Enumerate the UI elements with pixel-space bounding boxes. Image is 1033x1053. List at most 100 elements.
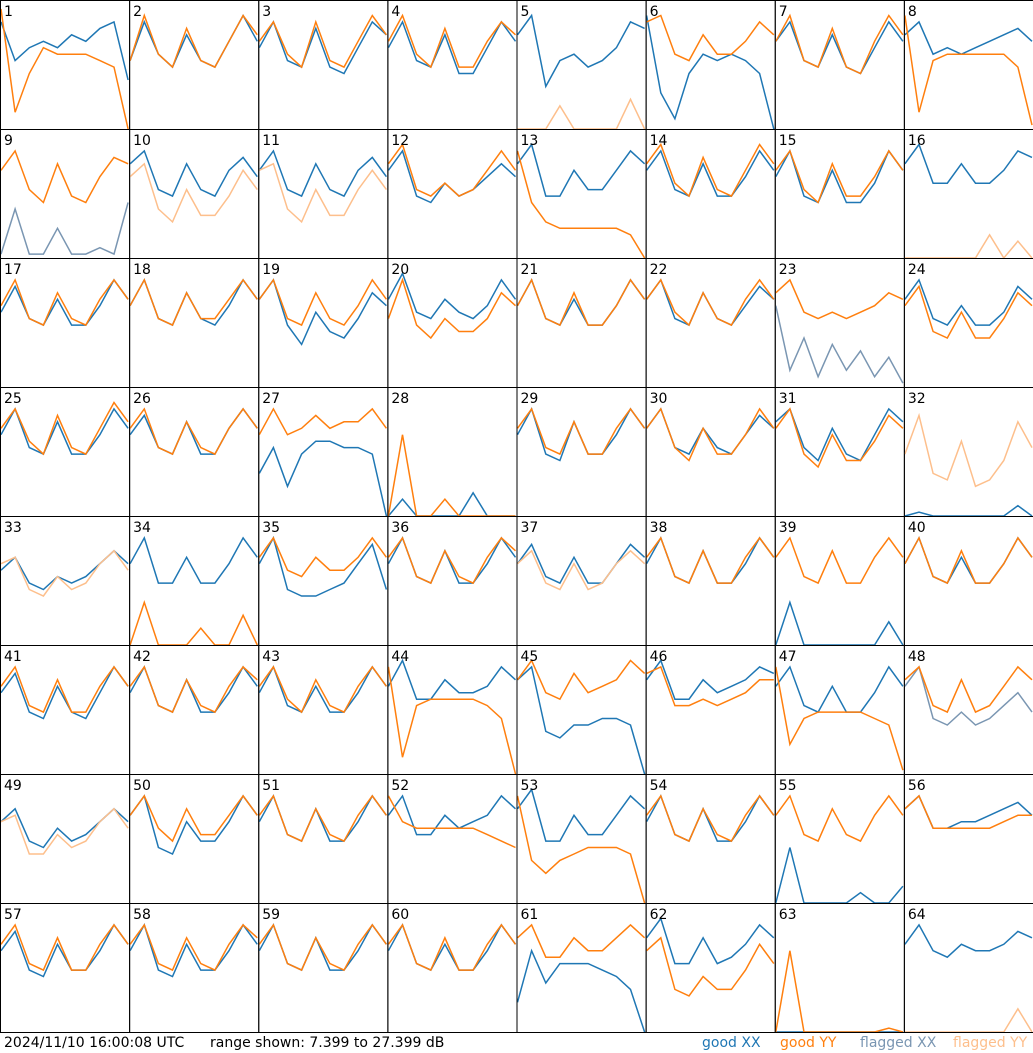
spectrum-yy [258, 162, 388, 224]
spectrum-xx [645, 15, 775, 130]
spectrum-xx [904, 923, 1033, 959]
spectrum-yy [775, 536, 904, 585]
spectrum-xx [645, 658, 775, 700]
panel-label: 28 [391, 391, 409, 407]
spectrum-yy [387, 795, 516, 849]
panel-label: 61 [521, 907, 539, 923]
panel-label: 9 [4, 133, 13, 149]
panel-label: 49 [4, 778, 22, 794]
spectrum-yy [129, 278, 258, 327]
panel-label: 3 [262, 4, 271, 20]
spectrum-xx [645, 149, 775, 198]
panel-label: 56 [908, 778, 926, 794]
spectrum-xx [516, 787, 646, 842]
spectrum-yy [775, 666, 904, 771]
panel-label: 31 [779, 391, 797, 407]
panel-label: 58 [133, 907, 151, 923]
spectrum-yy [258, 407, 388, 436]
spectrum-yy [516, 278, 646, 327]
spectrum-xx [516, 665, 646, 775]
panel-label: 45 [521, 649, 539, 665]
spectrum-xx [0, 202, 129, 256]
panel-label: 40 [908, 520, 926, 536]
spectrum-xx [387, 794, 517, 836]
spectrum-xx [129, 149, 258, 198]
panel-label: 33 [4, 520, 22, 536]
spectrum-yy [129, 162, 258, 224]
spectrum-xx [516, 542, 646, 585]
spectrum-yy [516, 407, 646, 456]
panel-label: 29 [521, 391, 539, 407]
spectrum-yy [258, 278, 388, 327]
panel-label: 36 [391, 520, 409, 536]
spectrum-xx [645, 916, 775, 965]
spectrum-yy [129, 923, 258, 972]
spectrum-yy [387, 536, 517, 585]
spectrum-xx [258, 278, 387, 346]
legend-label: flagged XX [860, 1035, 937, 1051]
legend-label: good YY [780, 1035, 837, 1051]
spectrum-yy [775, 149, 904, 204]
panel-label: 2 [133, 4, 142, 20]
spectrum-yy [904, 15, 1033, 126]
spectrum-xx [387, 658, 517, 700]
spectrum-yy [0, 923, 129, 972]
spectrum-yy [645, 794, 775, 843]
spectrum-yy [775, 13, 904, 75]
spectrum-xx [775, 665, 904, 714]
panel-label: 51 [262, 778, 280, 794]
panel-label: 7 [779, 4, 788, 20]
legend-label: flagged YY [953, 1035, 1028, 1051]
panel-label: 22 [650, 262, 668, 278]
spectrum-yy [387, 142, 517, 197]
spectrum-yy [775, 278, 904, 320]
panel-label: 41 [4, 649, 22, 665]
spectrum-xx [258, 149, 388, 198]
spectrum-yy [645, 142, 775, 198]
spectrum-yy [387, 13, 517, 69]
panel-label: 6 [650, 4, 659, 20]
panel-label: 10 [133, 133, 151, 149]
panel-label: 11 [262, 133, 280, 149]
spectrum-yy [258, 665, 388, 714]
panel-label: 8 [908, 4, 917, 20]
spectrum-xx [258, 440, 388, 517]
panel-label: 43 [262, 649, 280, 665]
panel-label: 48 [908, 649, 926, 665]
panel-label: 12 [391, 133, 409, 149]
spectrum-xx [775, 407, 904, 462]
panel-label: 25 [4, 391, 22, 407]
spectrum-yy [129, 665, 258, 714]
spectrum-xx [516, 948, 646, 1033]
panel-label: 19 [262, 262, 280, 278]
panel-label: 16 [908, 133, 926, 149]
panel-label: 63 [779, 907, 797, 923]
legend-label: good XX [702, 1035, 761, 1051]
panel-label: 27 [262, 391, 280, 407]
spectrum-xx [775, 148, 904, 204]
panel-label: 1 [4, 4, 13, 20]
spectrum-yy [646, 14, 775, 62]
spectrum-yy [258, 794, 388, 843]
spectrum-yy [904, 794, 1032, 829]
spectrum-yy [904, 284, 1033, 339]
panel-label: 34 [133, 520, 151, 536]
spectrum-yy [258, 14, 388, 69]
panel-label: 35 [262, 520, 280, 536]
panel-label: 18 [133, 262, 151, 278]
spectrum-xx [258, 665, 388, 714]
spectrum-xx [516, 142, 646, 197]
spectrum-yy [129, 794, 258, 843]
panel-label: 64 [908, 907, 926, 923]
panel-label: 5 [521, 4, 530, 20]
spectrum-yy [645, 407, 775, 462]
spectrum-yy [0, 665, 129, 714]
spectrum-yy [129, 600, 258, 646]
panel-label: 52 [391, 778, 409, 794]
spectrum-yy [516, 795, 646, 904]
panel-label: 37 [521, 520, 539, 536]
spectrum-xx [387, 271, 517, 320]
spectrum-yy [387, 277, 517, 340]
panel-label: 62 [650, 907, 668, 923]
spectrum-yy [516, 659, 646, 701]
